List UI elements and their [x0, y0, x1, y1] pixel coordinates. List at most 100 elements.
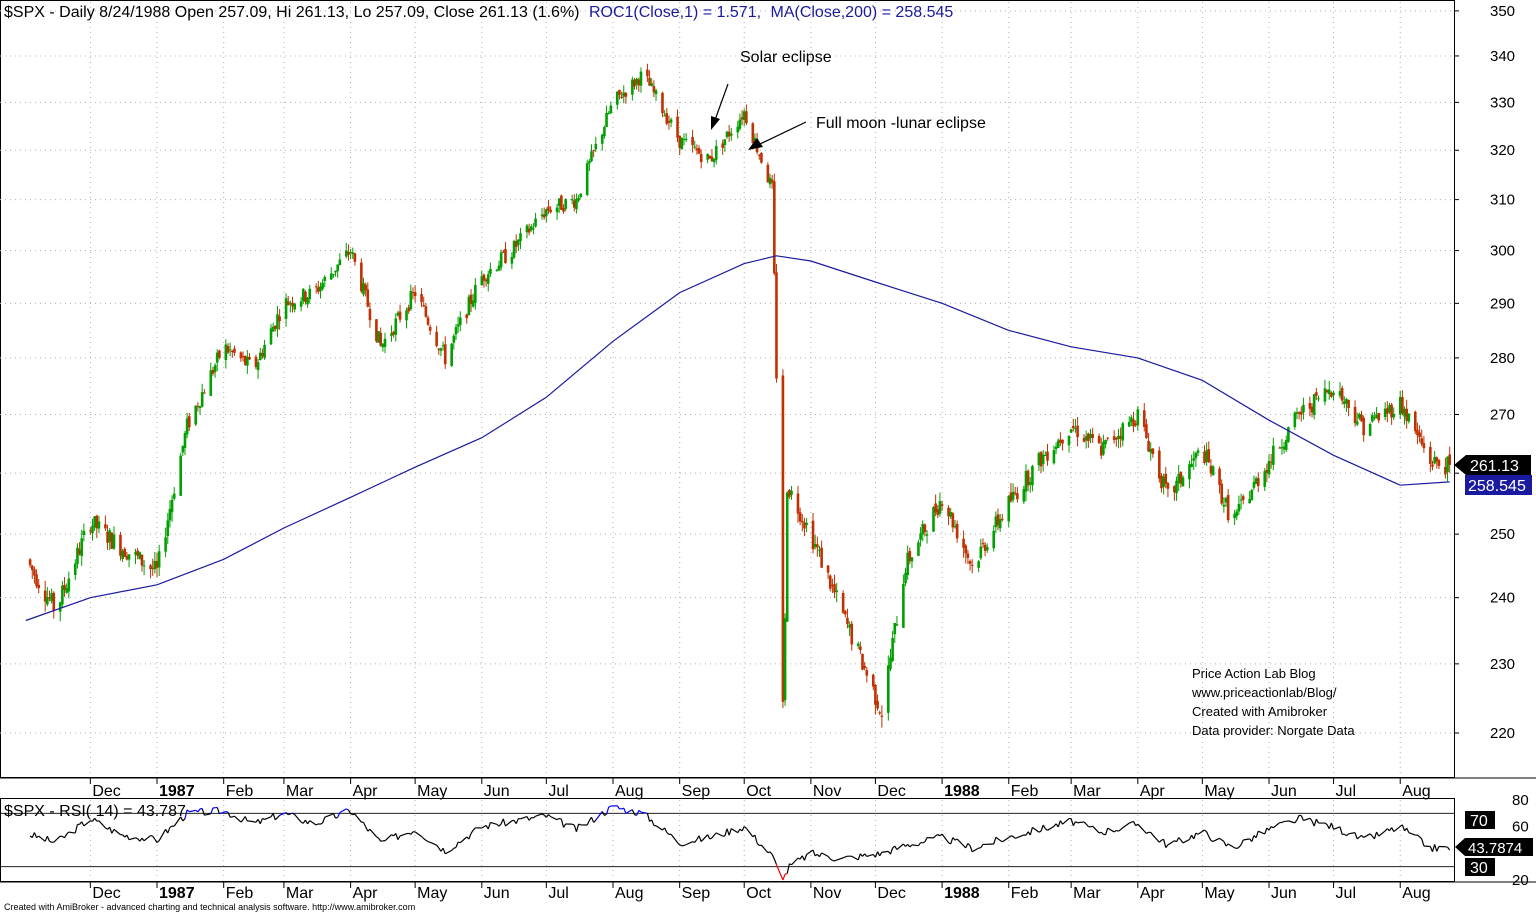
rsi-segment — [882, 851, 888, 852]
credit-line: Price Action Lab Blog — [1192, 666, 1316, 681]
rsi-segment — [1078, 822, 1084, 823]
price-x-tick-label: Jun — [1271, 783, 1297, 800]
rsi-segment — [579, 824, 581, 825]
svg-text:70: 70 — [1470, 813, 1488, 830]
rsi-segment — [454, 847, 456, 848]
rsi-segment — [136, 838, 138, 839]
price-x-tick-label: Mar — [286, 783, 314, 800]
price-x-tick-label: Dec — [877, 783, 905, 800]
rsi-segment — [1211, 841, 1213, 842]
rsi-segment — [684, 845, 686, 846]
price-y-tick-label: 220 — [1490, 725, 1515, 742]
price-bar — [179, 453, 182, 496]
price-bar — [1212, 465, 1215, 476]
price-x-tick-label: Aug — [615, 783, 643, 800]
rsi-x-tick-label: Apr — [353, 885, 379, 902]
price-y-tick-label: 280 — [1490, 350, 1515, 367]
price-y-tick-label: 300 — [1490, 243, 1515, 260]
price-x-tick-label: 1988 — [944, 783, 980, 800]
rsi-y-tick-label: 60 — [1512, 819, 1529, 836]
price-bar — [194, 405, 197, 426]
roc-text: ROC1(Close,1) = 1.571, — [589, 4, 761, 21]
rsi-segment — [1015, 838, 1017, 839]
rsi-segment — [785, 873, 787, 874]
rsi-x-tick-label: Jun — [1271, 885, 1297, 902]
price-y-tick-label: 330 — [1490, 94, 1515, 111]
rsi-x-tick-label: 1988 — [944, 885, 980, 902]
price-y-tick-label: 350 — [1490, 3, 1515, 20]
price-bar — [1070, 429, 1073, 433]
credit-line: www.priceactionlab/Blog/ — [1191, 685, 1337, 700]
rsi-x-tick-label: Jun — [484, 885, 510, 902]
price-bar — [586, 160, 589, 197]
price-x-tick-label: Jul — [548, 783, 568, 800]
price-bar — [775, 264, 778, 383]
rsi-x-tick-label: May — [1204, 885, 1234, 902]
footer-text: Created with AmiBroker - advanced charti… — [4, 902, 415, 912]
price-bar — [1294, 411, 1297, 430]
price-x-tick-label: Feb — [1011, 783, 1039, 800]
price-bar — [773, 174, 776, 276]
rsi-segment — [835, 860, 837, 861]
price-x-tick-label: Apr — [1140, 783, 1166, 800]
svg-text:30: 30 — [1470, 860, 1488, 877]
rsi-x-tick-label: Aug — [615, 885, 643, 902]
price-bar — [786, 491, 789, 622]
price-bar — [760, 152, 763, 164]
price-x-tick-label: Dec — [92, 783, 120, 800]
rsi-x-tick-label: Nov — [813, 885, 841, 902]
price-bar — [1369, 422, 1372, 436]
price-x-tick-label: Sep — [682, 783, 711, 800]
rsi-segment — [1424, 846, 1430, 847]
rsi-30-badge: 30 — [1465, 858, 1495, 877]
rsi-segment — [336, 817, 338, 818]
price-x-tick-label: Jun — [484, 783, 510, 800]
price-x-tick-label: Aug — [1402, 783, 1430, 800]
price-x-tick-label: Mar — [1073, 783, 1101, 800]
svg-text:258.545: 258.545 — [1468, 478, 1526, 495]
rsi-y-tick-label: 20 — [1512, 872, 1529, 889]
price-y-tick-label: 230 — [1490, 656, 1515, 673]
rsi-segment — [458, 842, 460, 843]
svg-text:43.7874: 43.7874 — [1468, 840, 1522, 857]
price-bar — [681, 137, 684, 149]
price-x-tick-label: Apr — [353, 783, 379, 800]
ma-text: MA(Close,200) = 258.545 — [770, 4, 953, 21]
rsi-x-tick-label: 1987 — [159, 885, 195, 902]
price-bar — [560, 195, 563, 210]
rsi-x-tick-label: Jul — [1336, 885, 1356, 902]
rsi-segment — [428, 842, 430, 843]
rsi-segment — [151, 836, 153, 837]
price-x-tick-label: May — [417, 783, 447, 800]
rsi-segment — [843, 857, 845, 858]
chart-title: $SPX - Daily 8/24/1988 Open 257.09, Hi 2… — [4, 4, 953, 21]
rsi-segment — [572, 824, 574, 825]
rsi-x-tick-label: Aug — [1402, 885, 1430, 902]
price-bar — [1251, 489, 1254, 501]
price-y-tick-label: 310 — [1490, 192, 1515, 209]
rsi-y-tick-label: 80 — [1512, 792, 1529, 809]
rsi-x-tick-label: Feb — [1011, 885, 1039, 902]
price-bar — [842, 590, 845, 614]
rsi-segment — [1116, 830, 1118, 831]
rsi-x-tick-label: Feb — [226, 885, 254, 902]
rsi-segment — [1445, 847, 1447, 848]
price-x-tick-label: 1987 — [159, 783, 195, 800]
rsi-segment — [290, 813, 292, 814]
lunar-eclipse-label: Full moon -lunar eclipse — [816, 115, 986, 132]
rsi-segment — [1235, 848, 1237, 849]
rsi-segment — [226, 812, 228, 813]
price-x-tick-label: Nov — [813, 783, 841, 800]
price-x-tick-label: Feb — [226, 783, 254, 800]
rsi-segment — [912, 845, 918, 846]
rsi-x-tick-label: Sep — [682, 885, 711, 902]
price-x-tick-label: Jul — [1336, 783, 1356, 800]
rsi-title: $SPX - RSI( 14) = 43.787 — [4, 803, 186, 820]
price-x-tick-label: May — [1204, 783, 1234, 800]
credit-line: Created with Amibroker — [1192, 704, 1328, 719]
rsi-segment — [1099, 832, 1101, 833]
rsi-value-badge: 43.7874 — [1455, 838, 1533, 857]
price-x-tick-label: Oct — [746, 783, 771, 800]
